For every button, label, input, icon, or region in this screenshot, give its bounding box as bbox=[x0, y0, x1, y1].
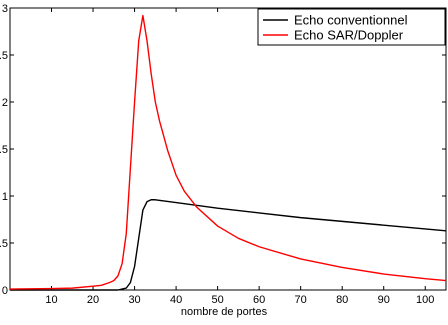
x-tick-label: 90 bbox=[378, 294, 390, 306]
x-tick-label: 40 bbox=[170, 294, 182, 306]
x-tick-label: 60 bbox=[253, 294, 265, 306]
series-line-2 bbox=[9, 14, 447, 290]
y-tick-label: 0 bbox=[2, 285, 8, 297]
series-line-1 bbox=[10, 199, 447, 291]
series-lines bbox=[9, 14, 447, 291]
y-tick-label: 0.5 bbox=[0, 238, 8, 250]
x-axis-title: nombre de portes bbox=[181, 306, 268, 318]
x-tick-label: 10 bbox=[45, 294, 57, 306]
x-tick-label: 30 bbox=[128, 294, 140, 306]
x-tick-label: 80 bbox=[336, 294, 348, 306]
plot-frame bbox=[9, 7, 447, 291]
x-tick-label: 100 bbox=[416, 294, 434, 306]
plot-area bbox=[9, 7, 447, 291]
legend-label-1: Echo conventionnel bbox=[294, 13, 408, 28]
x-tick-label: 20 bbox=[87, 294, 99, 306]
y-tick-label: 3 bbox=[2, 3, 8, 15]
y-tick-label: 1.5 bbox=[0, 144, 8, 156]
y-tick-label: 2.5 bbox=[0, 50, 8, 62]
y-tick-label: 1 bbox=[2, 191, 8, 203]
legend-label-2: Echo SAR/Doppler bbox=[294, 28, 404, 43]
x-tick-label: 70 bbox=[295, 294, 307, 306]
legend-box bbox=[257, 8, 446, 46]
tick-labels: 10 20 30 40 50 60 70 80 90 100 0 0.5 1 1.5 2 2.5 3 bbox=[0, 3, 434, 306]
y-tick-label: 2 bbox=[2, 97, 8, 109]
x-tick-label: 50 bbox=[211, 294, 223, 306]
